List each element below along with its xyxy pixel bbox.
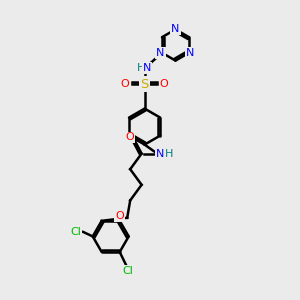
Text: O: O [125,132,134,142]
Text: O: O [121,79,130,89]
Text: S: S [140,77,149,91]
Text: H: H [136,63,145,73]
Text: N: N [143,63,151,73]
Text: N: N [156,148,164,159]
Text: N: N [186,48,195,58]
Text: O: O [115,211,124,221]
Text: Cl: Cl [70,227,81,237]
Text: Cl: Cl [122,266,133,276]
Text: H: H [165,148,173,159]
Text: N: N [186,48,195,58]
Text: N: N [171,24,180,34]
Text: O: O [160,79,169,89]
Text: N: N [156,48,165,58]
